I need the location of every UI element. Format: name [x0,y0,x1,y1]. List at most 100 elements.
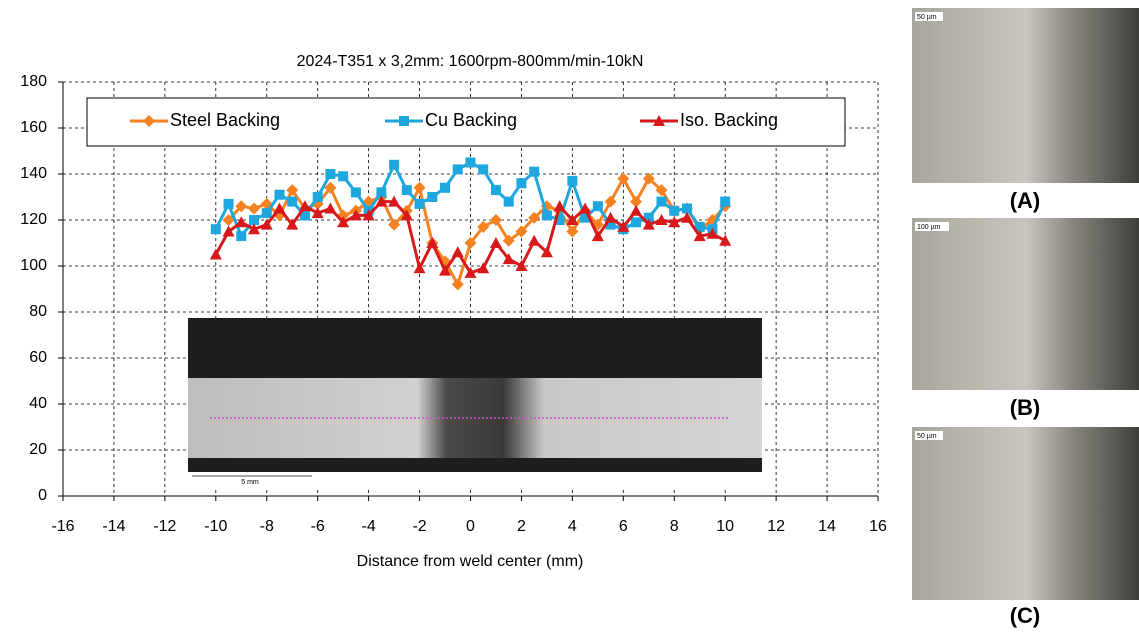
marker [349,209,362,221]
y-tick-label: 20 [29,441,47,458]
legend [86,97,846,147]
marker [580,212,591,223]
x-axis-label: Distance from weld center (mm) [357,553,584,570]
marker [261,208,272,219]
marker [248,202,261,215]
x-tick-label: 12 [767,518,785,535]
marker [719,234,732,246]
chart-title: 2024-T351 x 3,2mm: 1600rpm-800mm/min-10k… [297,53,644,70]
marker [325,169,336,179]
marker [529,166,540,177]
panel-label: (C) [1010,603,1041,628]
panel-scale: 50 µm [917,14,937,21]
x-tick-label: -4 [362,518,376,535]
marker [669,205,680,216]
marker [554,215,565,225]
x-tick-label: -6 [311,518,325,535]
marker [680,211,693,223]
marker [477,220,490,233]
marker [299,210,310,221]
marker [592,201,603,212]
marker [503,196,514,207]
y-tick-label: 140 [20,165,47,182]
marker [222,225,235,237]
marker [235,200,248,213]
marker [489,237,502,248]
marker [642,172,655,185]
y-tick-label: 120 [20,211,47,228]
marker [222,214,235,226]
marker [413,262,426,274]
y-tick-label: 100 [20,257,47,274]
marker [579,202,592,214]
marker [720,196,731,207]
legend-label: Steel Backing [170,110,280,130]
legend-label: Iso. Backing [680,110,778,130]
marker [440,182,451,193]
x-tick-label: -10 [204,518,227,535]
marker [298,200,311,212]
marker [236,231,247,242]
x-tick-label: 0 [466,518,475,535]
marker [451,246,464,258]
x-tick-label: -16 [51,518,74,535]
y-tick-label: 0 [38,487,47,504]
marker [604,195,617,208]
marker [274,189,285,200]
marker [350,187,361,198]
marker [324,202,337,214]
marker [362,209,375,221]
y-tick-label: 60 [29,349,47,366]
marker [668,216,681,228]
marker [605,219,616,230]
marker [642,218,655,230]
marker [655,214,668,225]
y-tick-label: 80 [29,303,47,320]
marker [566,214,579,225]
x-tick-label: -8 [260,518,274,535]
marker [401,185,412,196]
marker [337,216,350,228]
x-tick-label: 4 [568,518,577,535]
marker [478,164,489,175]
y-tick-label: 40 [29,395,47,412]
x-tick-label: 2 [517,518,526,535]
marker [617,172,630,185]
marker [693,230,706,242]
marker [286,218,299,230]
panel-label: (A) [1010,188,1041,213]
marker [567,175,578,186]
marker [706,227,719,239]
marker [413,181,426,194]
marker [489,214,502,226]
marker [502,253,515,265]
x-tick-label: 10 [716,518,734,535]
series-line [227,175,727,289]
x-tick-label: -14 [102,518,125,535]
marker [630,204,643,216]
panel-label: (B) [1010,395,1041,420]
x-tick-label: 14 [818,518,836,535]
marker [604,211,617,223]
inset-scale: 5 mm [241,479,259,486]
marker [427,192,438,202]
y-tick-label: 160 [20,119,47,136]
marker [248,223,261,235]
marker [617,220,630,232]
marker [528,234,541,246]
marker [426,237,439,248]
marker [375,195,388,207]
marker [477,262,490,274]
marker [465,157,476,168]
y-tick-label: 180 [20,73,47,90]
marker [311,207,324,219]
marker [388,195,401,207]
marker [681,203,692,214]
marker [324,181,337,194]
marker [209,248,222,260]
marker [516,178,527,189]
marker [528,211,541,224]
marker [540,246,553,258]
